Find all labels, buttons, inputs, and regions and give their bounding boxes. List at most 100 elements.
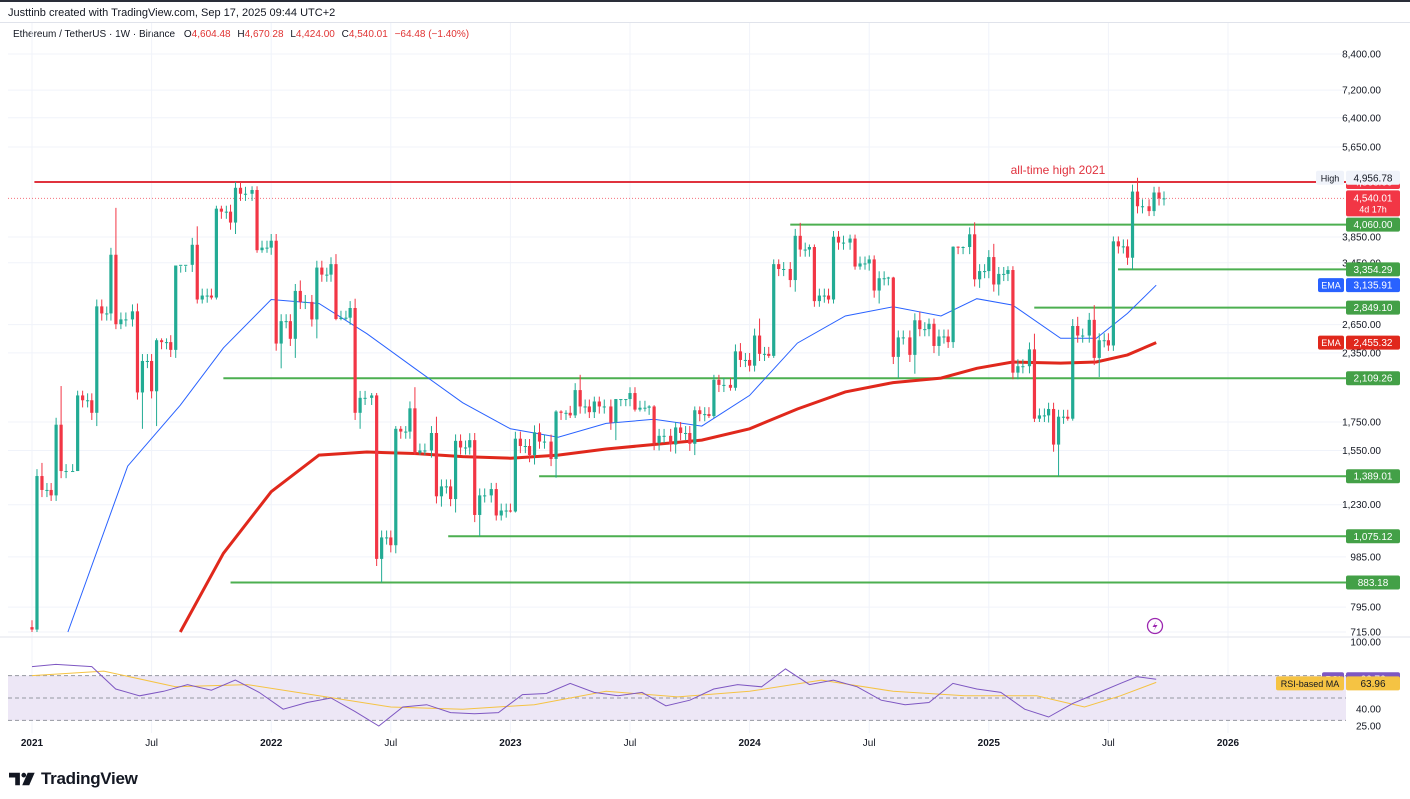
candle-body — [1047, 408, 1051, 416]
level-tag-label: 4,060.00 — [1354, 220, 1393, 231]
candle-body — [913, 320, 917, 355]
candle-body — [628, 393, 632, 400]
candle-body — [453, 440, 458, 500]
candle-body — [255, 189, 259, 251]
candle-body — [1135, 191, 1140, 207]
candle-body — [1076, 325, 1080, 336]
candle-body — [478, 495, 482, 515]
candle-body — [449, 486, 453, 500]
candle-body — [408, 408, 412, 432]
candle-body — [444, 486, 449, 488]
candle-body — [987, 257, 991, 272]
candle-body — [205, 295, 209, 297]
candle-body — [458, 440, 463, 448]
candle-body — [951, 246, 955, 343]
level-tag-label: 2,109.26 — [1354, 374, 1393, 385]
lightning-icon-bolt — [1152, 621, 1158, 631]
candle-body — [712, 379, 716, 417]
candle-body — [1130, 191, 1135, 258]
candle-body — [190, 244, 194, 265]
candle-body — [624, 399, 628, 401]
candle-body — [159, 340, 164, 343]
candle-body — [568, 412, 572, 416]
candle-body — [717, 379, 721, 385]
ema-name-tag — [1318, 278, 1344, 293]
candle-body — [1106, 340, 1110, 346]
candle-body — [288, 321, 292, 339]
candle-body — [40, 476, 44, 490]
candle-body — [1056, 416, 1061, 445]
candle-body — [1002, 273, 1006, 275]
candle-body — [339, 317, 343, 319]
last-price-tag — [1346, 190, 1400, 217]
candle-body — [179, 264, 183, 266]
top-bar: Justtinb created with TradingView.com, S… — [0, 0, 1410, 23]
price-chart[interactable]: 8,400.00 7,200.00 6,400.00 5,650.00 3,850.00… — [0, 23, 1410, 763]
time-axis-label: 2025 — [978, 738, 1001, 749]
candle-body — [233, 187, 238, 223]
candle-body — [527, 445, 532, 456]
price-axis-label: 7,200.00 — [1342, 86, 1381, 97]
candle-body — [772, 264, 776, 356]
candle-body — [265, 247, 269, 249]
candle-body — [1037, 415, 1042, 419]
candle-body — [997, 273, 1001, 285]
candle-body — [537, 432, 542, 442]
candle-body — [836, 236, 841, 243]
candle-body — [1011, 270, 1015, 373]
candle-body — [946, 336, 950, 343]
candle-body — [284, 321, 288, 323]
high-name-label: High — [1321, 173, 1340, 183]
ema-value-label: 2,455.32 — [1354, 338, 1393, 349]
candle-body — [657, 435, 661, 444]
level-tag-label: 1,389.01 — [1354, 472, 1393, 483]
symbol-label[interactable]: Ethereum / TetherUS · 1W · Binance — [13, 29, 176, 40]
high-value-label: 4,956.78 — [1354, 173, 1393, 184]
ema-value-label: 3,135.91 — [1354, 281, 1393, 292]
candle-body — [803, 249, 807, 251]
candle-body — [858, 263, 862, 267]
candle-body — [260, 247, 264, 251]
ath-annotation: all-time high 2021 — [1011, 163, 1106, 177]
price-axis-label: 795.00 — [1350, 603, 1381, 614]
ema-name-label: EMA — [1321, 281, 1341, 291]
candle-body — [1102, 340, 1106, 342]
annotations: all-time high 2021 — [1011, 163, 1164, 635]
lightning-icon[interactable] — [1146, 617, 1164, 635]
high-name-tag — [1316, 170, 1344, 185]
ema-value-tag — [1346, 335, 1400, 350]
candle-body — [195, 244, 199, 300]
level-tag — [1346, 217, 1400, 232]
candle-body — [1125, 246, 1130, 258]
candle-body — [728, 384, 733, 388]
candle-body — [358, 397, 362, 413]
rsi-axis-label: 100.00 — [1350, 638, 1381, 649]
candle-body — [370, 395, 374, 398]
tradingview-logo[interactable]: TradingView — [9, 768, 138, 790]
candle-body — [757, 335, 762, 354]
candle-body — [956, 246, 960, 248]
candle-body — [583, 406, 587, 408]
candle-body — [542, 441, 547, 443]
level-tag — [1346, 371, 1400, 386]
candle-body — [674, 427, 678, 445]
candle-body — [788, 268, 792, 281]
candle-body — [399, 428, 403, 432]
last-price-label: 4,540.01 — [1354, 193, 1393, 204]
rsi-band — [8, 675, 1346, 721]
candles — [30, 177, 1166, 632]
candle-body — [722, 384, 726, 386]
level-tag — [1346, 469, 1400, 484]
candle-body — [983, 271, 987, 273]
candle-body — [688, 432, 692, 444]
candle-body — [918, 320, 922, 330]
candle-body — [483, 495, 487, 497]
candle-body — [1162, 198, 1166, 200]
candle-body — [513, 438, 517, 512]
candle-body — [293, 290, 297, 339]
candle-body — [738, 351, 743, 360]
price-axis-label: 2,650.00 — [1342, 320, 1381, 331]
horizontal-levels — [8, 181, 1346, 584]
low-key: L — [290, 29, 296, 40]
ema-lines — [67, 284, 1157, 633]
